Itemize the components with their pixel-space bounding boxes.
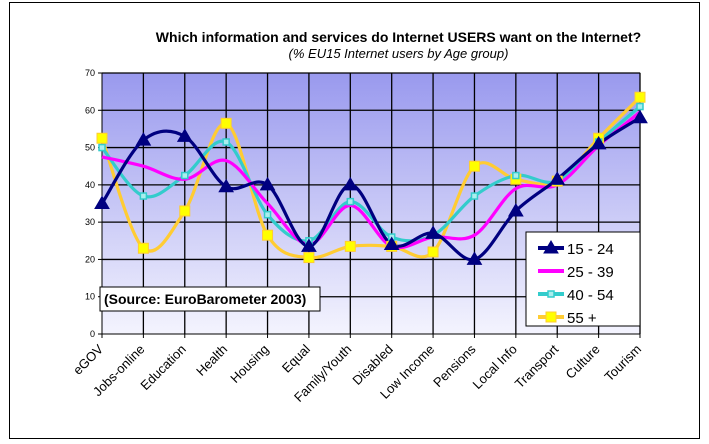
data-point-s2-4 xyxy=(263,210,272,219)
y-tick-label: 50 xyxy=(85,143,95,153)
data-point-s3-2 xyxy=(179,205,191,217)
y-tick-label: 70 xyxy=(85,68,95,78)
source-annotation-text: (Source: EuroBarometer 2003) xyxy=(104,291,306,307)
data-point-s3-0 xyxy=(96,132,108,144)
x-tick-label: Culture xyxy=(562,342,602,382)
x-tick-label: Local Info xyxy=(469,342,519,392)
legend-swatch-marker xyxy=(543,240,559,254)
y-tick-label: 30 xyxy=(85,217,95,227)
legend-label: 40 - 54 xyxy=(567,287,614,304)
data-point-s3-3 xyxy=(220,117,232,129)
x-tick-label: Health xyxy=(193,342,230,379)
data-point-s0-10 xyxy=(507,202,524,217)
source-annotation: (Source: EuroBarometer 2003) xyxy=(99,286,321,312)
legend-label: 55 + xyxy=(567,310,597,327)
data-point-s3-9 xyxy=(468,160,480,172)
data-point-s0-3 xyxy=(218,178,235,193)
y-tick-label: 10 xyxy=(85,292,95,302)
legend-label: 15 - 24 xyxy=(567,241,614,258)
data-point-s0-1 xyxy=(135,132,152,146)
data-point-s0-11 xyxy=(549,171,566,185)
data-point-s2-9 xyxy=(470,192,479,200)
x-tick-label: Equal xyxy=(279,341,313,375)
data-point-s3-4 xyxy=(262,229,274,241)
data-point-s3-5 xyxy=(303,252,315,264)
legend-entry: 40 - 54 xyxy=(538,287,614,304)
data-point-s2-3 xyxy=(222,138,230,146)
data-point-s3-8 xyxy=(427,246,439,258)
data-point-s2-1 xyxy=(139,192,148,200)
x-tick-label: eGOV xyxy=(70,341,106,377)
data-point-s2-0 xyxy=(98,143,106,152)
data-point-s2-10 xyxy=(512,171,520,180)
series-line-1 xyxy=(101,110,642,250)
data-point-s3-1 xyxy=(137,242,149,254)
y-tick-label: 0 xyxy=(90,329,95,339)
data-point-s0-12 xyxy=(590,135,607,150)
legend-swatch-marker xyxy=(547,290,555,298)
data-point-s2-6 xyxy=(346,197,355,206)
data-point-s0-0 xyxy=(94,195,110,209)
series-markers xyxy=(94,91,648,265)
legend: 15 - 24 25 - 39 40 - 54 55 + xyxy=(525,231,641,327)
data-point-s0-9 xyxy=(466,251,483,265)
legend-entry: 55 + xyxy=(538,310,597,327)
data-point-s0-8 xyxy=(425,225,441,239)
y-tick-label: 20 xyxy=(85,254,95,264)
chart-subtitle: (% EU15 Internet users by Age group) xyxy=(288,46,509,61)
x-tick-label: Tourism xyxy=(601,342,644,385)
chart-title: Which information and services do Intern… xyxy=(155,29,642,45)
y-tick-label: 60 xyxy=(85,105,95,115)
legend-label: 25 - 39 xyxy=(567,264,614,281)
data-point-s2-13 xyxy=(636,102,644,111)
legend-swatch-marker xyxy=(545,311,557,323)
x-tick-label: Education xyxy=(137,342,188,393)
data-point-s0-5 xyxy=(301,238,317,252)
data-point-s0-13 xyxy=(632,109,648,124)
x-tick-label: Housing xyxy=(227,342,271,386)
data-point-s3-6 xyxy=(344,240,356,252)
legend-entry: 25 - 39 xyxy=(538,264,614,281)
data-point-s3-13 xyxy=(634,91,646,103)
data-point-s0-7 xyxy=(383,236,400,251)
data-point-s0-6 xyxy=(342,176,359,191)
y-tick-label: 40 xyxy=(85,180,95,190)
legend-entry: 15 - 24 xyxy=(538,240,614,258)
data-point-s0-2 xyxy=(176,128,193,142)
data-point-s2-2 xyxy=(181,171,189,180)
x-tick-label: Transport xyxy=(512,341,562,391)
data-point-s0-4 xyxy=(259,176,276,191)
